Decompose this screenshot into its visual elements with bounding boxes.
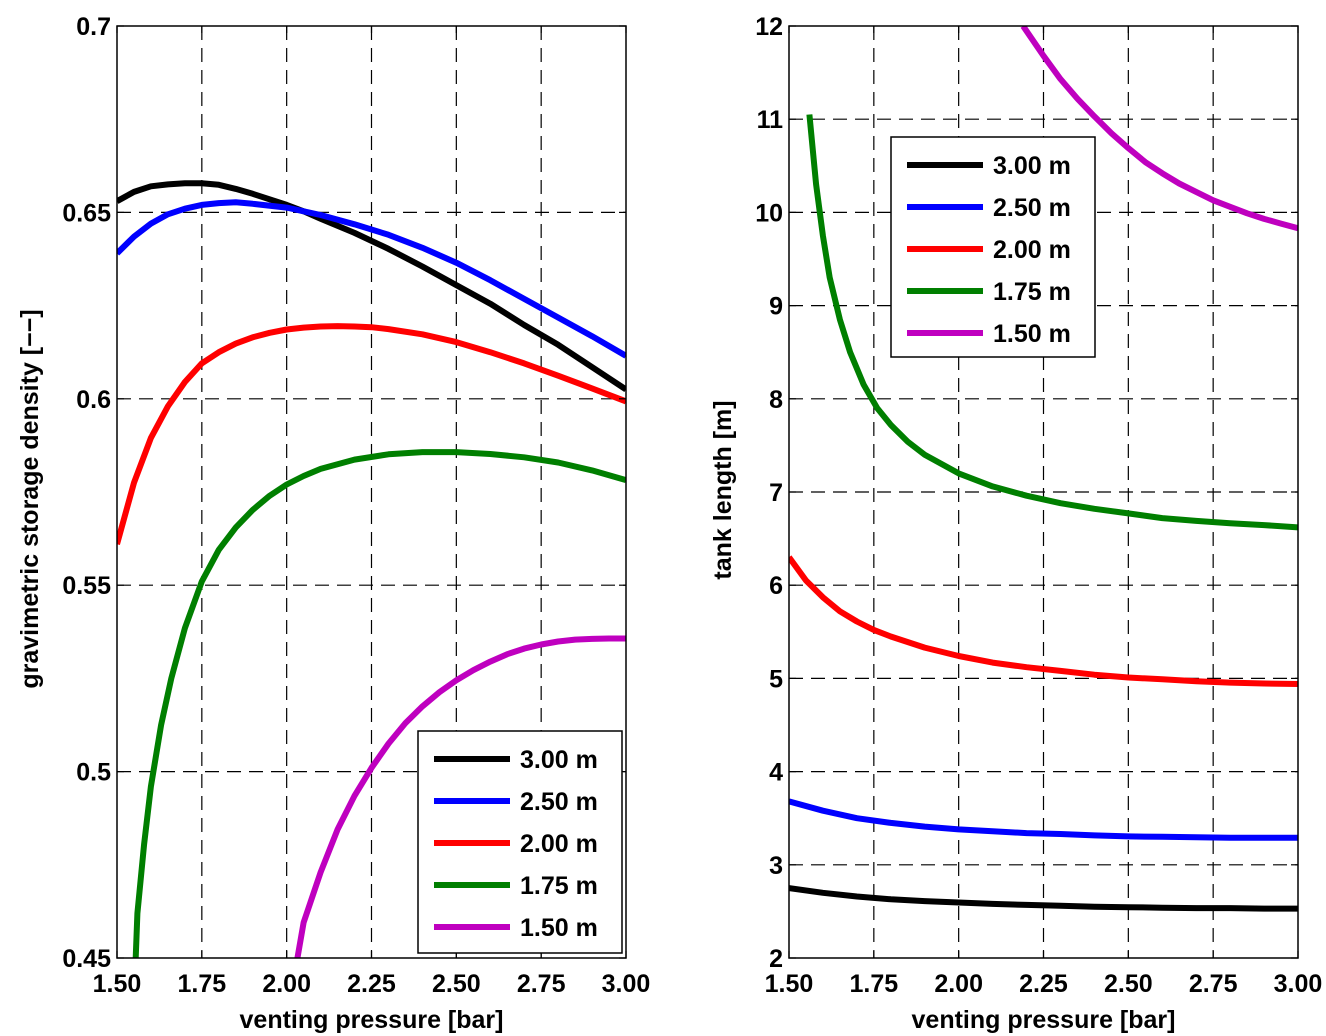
x-axis-label: venting pressure [bar] — [240, 1006, 504, 1034]
chart-left-density: 1.50 1.75 2.00 2.25 2.50 2.75 3.00 0.45 0.5 0.55 0… — [16, 13, 650, 1034]
x-tick-label: 2.50 — [1104, 970, 1153, 998]
x-tick-label: 2.75 — [517, 970, 566, 998]
legend-label: 2.50 m — [993, 194, 1071, 222]
y-tick-label: 0.45 — [62, 945, 111, 973]
x-tick-label: 3.00 — [602, 970, 651, 998]
y-tick-label: 0.7 — [76, 13, 111, 41]
y-tick-label: 10 — [755, 199, 783, 227]
y-tick-label: 0.55 — [62, 572, 111, 600]
x-tick-label: 3.00 — [1274, 970, 1323, 998]
x-tick-label: 2.50 — [432, 970, 481, 998]
legend-label: 1.50 m — [520, 914, 598, 942]
series-line-2 — [117, 323, 626, 545]
y-axis-label: gravimetric storage density [−−] — [16, 309, 44, 688]
x-tick-label: 2.25 — [347, 970, 396, 998]
series-line-2 — [789, 555, 1298, 687]
legend: 3.00 m 2.50 m 2.00 m 1.75 m 1.50 m — [417, 730, 623, 954]
y-tick-label: 3 — [769, 852, 783, 880]
series-line-4 — [294, 635, 626, 958]
x-tick-label: 2.00 — [262, 970, 311, 998]
y-axis-label: tank length [m] — [709, 400, 737, 579]
x-tick-label: 1.50 — [765, 970, 814, 998]
y-tick-label: 4 — [769, 759, 783, 787]
y-tick-label: 0.5 — [76, 759, 111, 787]
tick-labels: 1.50 1.75 2.00 2.25 2.50 2.75 3.00 2 3 4 5 6 7 8 9 10 11… — [755, 13, 1322, 998]
y-tick-label: 5 — [769, 665, 783, 693]
series-line-1 — [117, 199, 626, 359]
y-tick-label: 9 — [769, 293, 783, 321]
series-line-4 — [1020, 26, 1298, 232]
legend: 3.00 m 2.50 m 2.00 m 1.75 m 1.50 m — [890, 136, 1096, 358]
series-layer — [789, 26, 1298, 912]
x-tick-label: 2.25 — [1019, 970, 1068, 998]
legend-label: 1.75 m — [993, 278, 1071, 306]
x-tick-label: 1.50 — [93, 970, 142, 998]
y-tick-label: 11 — [757, 106, 784, 134]
x-tick-label: 2.00 — [934, 970, 983, 998]
legend-label: 1.75 m — [520, 872, 598, 900]
legend-label: 2.00 m — [520, 830, 598, 858]
chart-right-tank-length: 1.50 1.75 2.00 2.25 2.50 2.75 3.00 2 3 4 5 6 7 8 9 10 11… — [709, 13, 1322, 1034]
legend-label: 3.00 m — [520, 746, 598, 774]
series-line-0 — [789, 885, 1298, 912]
y-tick-label: 8 — [769, 386, 783, 414]
legend-label: 2.00 m — [993, 236, 1071, 264]
legend-label: 3.00 m — [993, 152, 1071, 180]
y-tick-label: 12 — [755, 13, 783, 41]
series-layer — [117, 180, 626, 958]
series-line-3 — [132, 449, 626, 958]
x-tick-label: 2.75 — [1189, 970, 1238, 998]
y-tick-label: 2 — [769, 945, 783, 973]
x-tick-label: 1.75 — [177, 970, 226, 998]
y-tick-label: 0.65 — [62, 199, 111, 227]
tick-labels: 1.50 1.75 2.00 2.25 2.50 2.75 3.00 0.45 0.5 0.55 0… — [62, 13, 650, 998]
series-line-1 — [789, 798, 1298, 841]
y-tick-label: 7 — [769, 479, 783, 507]
y-tick-label: 0.6 — [76, 386, 111, 414]
x-tick-label: 1.75 — [849, 970, 898, 998]
series-line-3 — [806, 114, 1298, 531]
x-axis-label: venting pressure [bar] — [912, 1006, 1176, 1034]
y-tick-label: 6 — [769, 572, 783, 600]
legend-label: 1.50 m — [993, 320, 1071, 348]
legend-label: 2.50 m — [520, 788, 598, 816]
